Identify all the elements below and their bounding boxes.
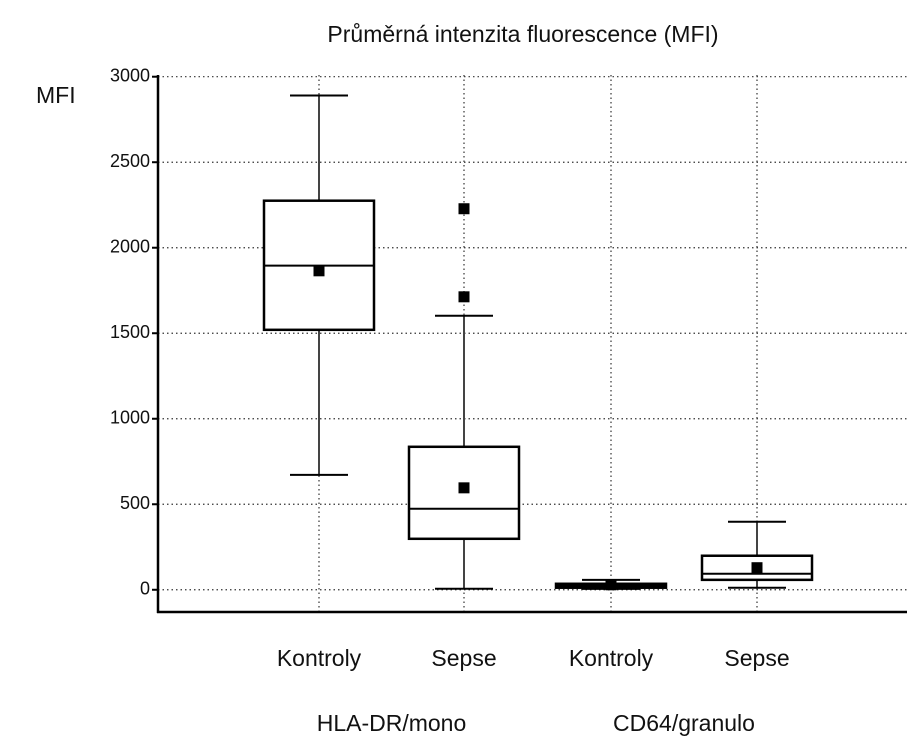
- y-tick-label: 2500: [110, 151, 150, 171]
- y-axis-label: MFI: [36, 82, 76, 108]
- group-label: HLA-DR/mono: [317, 710, 467, 736]
- mean: [605, 579, 617, 591]
- outlier: [458, 203, 470, 215]
- y-tick-label: 1000: [110, 407, 150, 427]
- y-tick-label: 0: [140, 579, 150, 599]
- outlier: [458, 291, 470, 303]
- x-tick-label: Sepse: [724, 645, 789, 671]
- mean: [313, 265, 325, 277]
- chart-title: Průměrná intenzita fluorescence (MFI): [327, 21, 718, 47]
- x-tick-label: Kontroly: [569, 645, 654, 671]
- x-tick-label: Sepse: [431, 645, 496, 671]
- group-label: CD64/granulo: [613, 710, 755, 736]
- mean: [458, 482, 470, 494]
- y-tick-label: 2000: [110, 236, 150, 256]
- y-tick-label: 1500: [110, 322, 150, 342]
- mean: [751, 562, 763, 574]
- y-tick-label: 500: [120, 493, 150, 513]
- x-tick-label: Kontroly: [277, 645, 362, 671]
- y-tick-label: 3000: [110, 65, 150, 85]
